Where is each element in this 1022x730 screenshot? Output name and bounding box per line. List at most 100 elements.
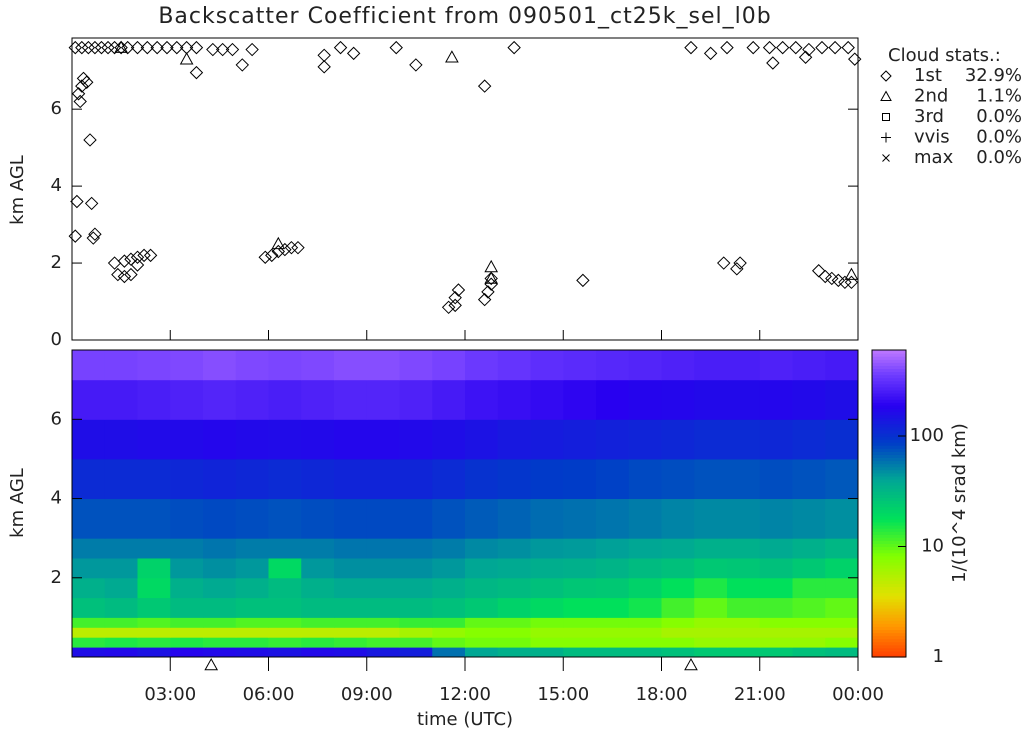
heat-cell xyxy=(137,627,171,638)
colorbar-segment xyxy=(872,405,906,409)
colorbar-segment xyxy=(872,475,906,480)
colorbar-segment xyxy=(872,442,906,446)
heat-cell xyxy=(727,627,761,638)
colorbar-tick-label: 10 xyxy=(921,535,944,556)
heat-cell xyxy=(104,350,138,381)
heat-cell xyxy=(530,647,564,658)
marker xyxy=(189,65,204,80)
heat-cell xyxy=(759,637,793,648)
marker xyxy=(189,40,204,55)
heat-cell xyxy=(268,627,302,638)
y-tick-label: 6 xyxy=(51,408,62,429)
colorbar-segment xyxy=(872,595,906,600)
heat-cell xyxy=(563,350,597,381)
colorbar-segment xyxy=(872,515,906,520)
colorbar-segment xyxy=(872,583,906,587)
colorbar-segment xyxy=(872,353,906,357)
colorbar-segment xyxy=(872,546,906,551)
heat-cell xyxy=(104,617,138,628)
heat-cell xyxy=(203,557,237,579)
y-axis-label: km AGL xyxy=(7,155,28,225)
marker xyxy=(775,40,790,55)
colorbar-segment xyxy=(872,408,906,412)
marker xyxy=(811,264,826,278)
marker xyxy=(317,48,331,63)
colorbar-segment xyxy=(872,635,906,640)
colorbar-segment xyxy=(872,472,906,477)
heat-cell xyxy=(137,637,171,648)
marker xyxy=(88,227,102,241)
colorbar-segment xyxy=(872,439,906,443)
heat-cell xyxy=(497,637,531,648)
colorbar-segment xyxy=(872,614,906,618)
heat-cell xyxy=(137,617,171,628)
heat-cell xyxy=(104,498,138,539)
heat-cell xyxy=(334,637,368,648)
heat-cell xyxy=(399,498,433,539)
heat-cell xyxy=(596,419,630,460)
colorbar-segment xyxy=(872,469,906,474)
colorbar-segment xyxy=(872,540,906,545)
heat-cell xyxy=(170,627,204,638)
heat-cell xyxy=(497,458,531,500)
heat-cell xyxy=(563,597,597,618)
marker xyxy=(838,275,852,290)
colorbar-segment xyxy=(872,386,906,391)
heat-cell xyxy=(366,627,400,638)
marker xyxy=(507,40,521,55)
x-tick-label: 00:00 xyxy=(832,684,884,705)
colorbar-segment xyxy=(872,457,906,462)
colorbar-segment xyxy=(872,524,906,529)
heat-cell xyxy=(628,597,662,618)
y-tick-label: 4 xyxy=(51,488,62,509)
heat-cell xyxy=(694,597,728,618)
heat-cell xyxy=(563,627,597,638)
heat-cell xyxy=(465,419,499,460)
heat-cell xyxy=(694,379,728,420)
y-tick-label: 0 xyxy=(51,329,62,350)
heat-cell xyxy=(235,617,269,628)
marker xyxy=(291,240,305,255)
colorbar-segment xyxy=(872,362,906,366)
heat-cell xyxy=(170,647,204,658)
heat-cell xyxy=(661,419,695,460)
heat-cell xyxy=(334,379,368,420)
heat-cell xyxy=(301,557,335,579)
heat-cell xyxy=(235,458,269,500)
y-axis-label: km AGL xyxy=(7,468,28,538)
heat-cell xyxy=(170,577,204,599)
heat-cell xyxy=(792,557,826,579)
y-tick-label: 4 xyxy=(51,175,62,196)
marker xyxy=(278,242,292,257)
heat-cell xyxy=(366,617,400,628)
heat-cell xyxy=(727,597,761,618)
heat-cell xyxy=(72,379,106,420)
marker xyxy=(766,56,780,70)
marker xyxy=(114,40,128,53)
marker xyxy=(451,283,466,297)
marker xyxy=(101,40,115,55)
heat-cell xyxy=(203,597,237,618)
colorbar-segment xyxy=(872,399,906,403)
heat-cell xyxy=(465,458,499,500)
heat-cell xyxy=(366,647,400,658)
colorbar-segment xyxy=(872,429,906,434)
heat-cell xyxy=(235,350,269,381)
x-tick-label: 03:00 xyxy=(144,684,196,705)
colorbar-segment xyxy=(872,537,906,541)
heat-cell xyxy=(137,647,171,658)
colorbar-segment xyxy=(872,383,906,388)
colorbar-segment xyxy=(872,592,906,597)
heat-cell xyxy=(104,419,138,460)
marker xyxy=(448,298,462,313)
heat-cell xyxy=(563,419,597,460)
heat-cell xyxy=(170,557,204,579)
heat-cell xyxy=(72,419,106,460)
heat-cell xyxy=(432,498,466,539)
heat-cell xyxy=(694,350,728,381)
colorbar-segment xyxy=(872,482,906,486)
x-axis-label: time (UTC) xyxy=(417,709,513,730)
heat-cell xyxy=(104,458,138,500)
colorbar-segment xyxy=(872,534,906,538)
heat-cell xyxy=(563,538,597,559)
